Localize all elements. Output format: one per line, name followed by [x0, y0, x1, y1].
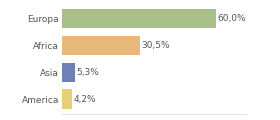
Text: 30,5%: 30,5%	[141, 41, 170, 50]
Text: 60,0%: 60,0%	[217, 14, 246, 23]
Text: 5,3%: 5,3%	[76, 68, 99, 77]
Bar	[62, 90, 72, 109]
Bar	[62, 9, 216, 28]
Bar	[62, 36, 140, 55]
Text: 4,2%: 4,2%	[74, 95, 96, 104]
Bar	[62, 63, 75, 82]
